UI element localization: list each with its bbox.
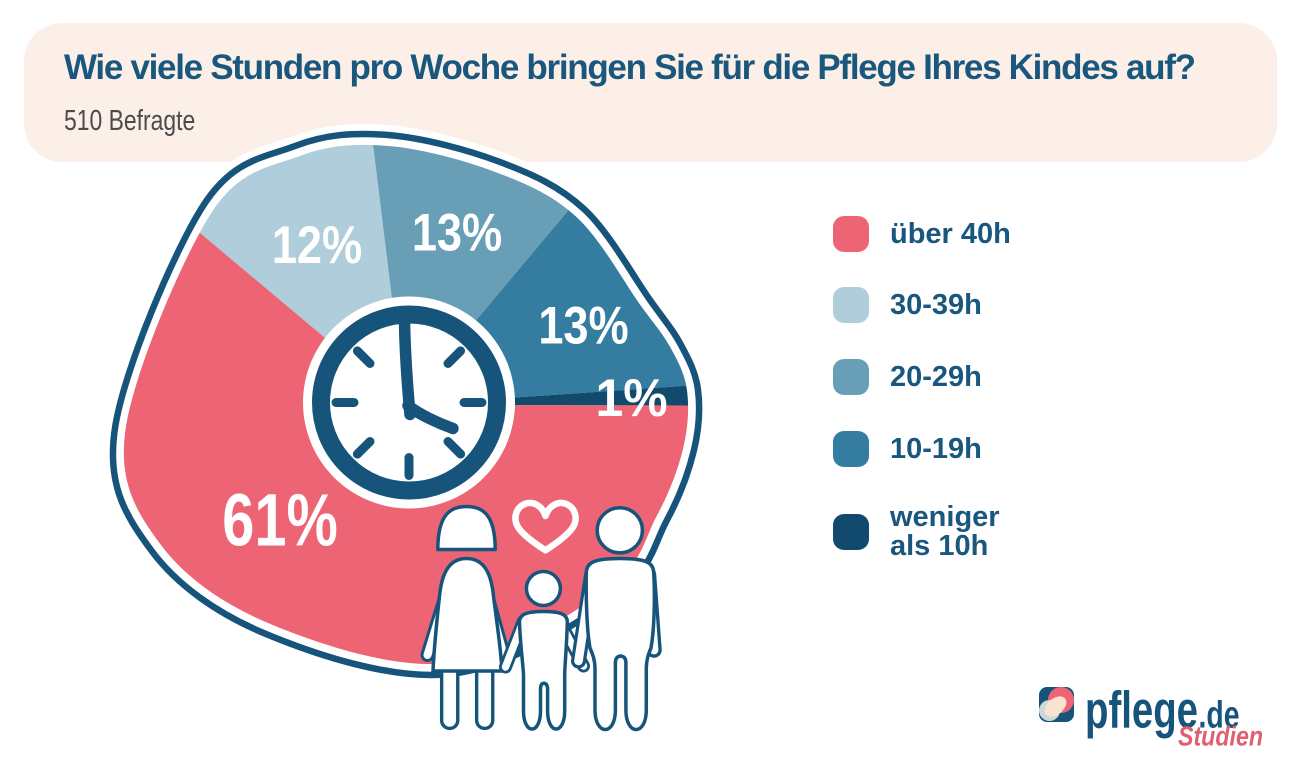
svg-text:pflege: pflege [1085,684,1198,740]
svg-text:.de: .de [1199,695,1240,737]
svg-text:1%: 1% [595,369,667,427]
svg-text:13%: 13% [538,297,628,355]
svg-text:13%: 13% [412,204,502,262]
svg-text:12%: 12% [272,217,362,275]
svg-text:61%: 61% [222,480,338,563]
svg-text:Studien: Studien [1178,721,1263,752]
